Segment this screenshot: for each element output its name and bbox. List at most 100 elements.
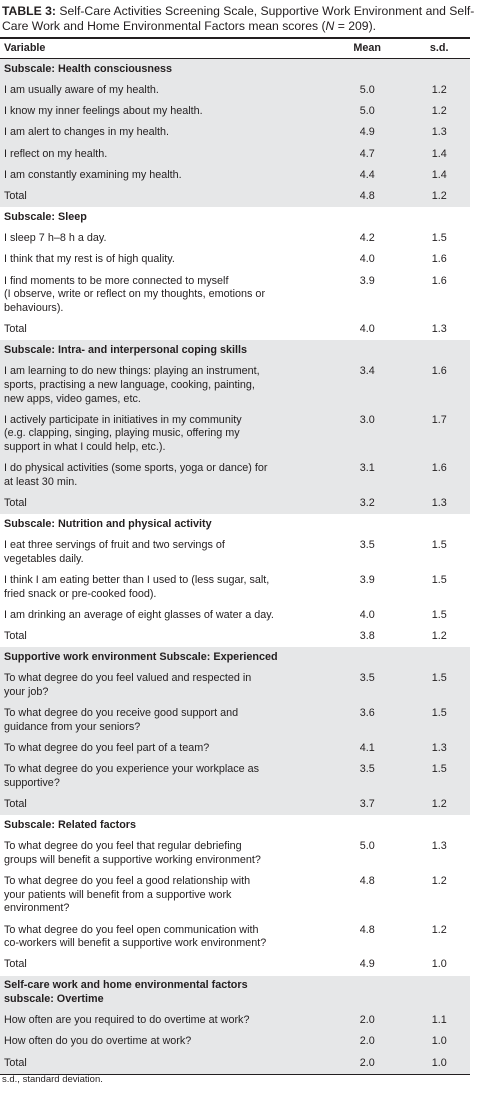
item-row: I am alert to changes in my health. 4.9 1.… [0, 122, 470, 144]
text-line: Subscale: Sleep [4, 211, 87, 224]
text-line: I am constantly examining my health. [4, 168, 182, 181]
text-line: Subscale: Nutrition and physical activit… [4, 518, 212, 531]
text-line: co-workers will benefit a supportive wor… [4, 937, 267, 950]
text-line: I think that my rest is of high quality. [4, 253, 175, 266]
text-line: I am usually aware of my health. [4, 83, 159, 96]
item-row: To what degree do you feel that regular … [0, 837, 470, 872]
section-heading-row: Subscale: Health consciousness [0, 58, 470, 81]
text-line: sports, practising a new language, cooki… [4, 379, 255, 392]
text-line: Subscale: Health consciousness [4, 62, 173, 75]
total-label: Total [4, 630, 27, 643]
section-heading: Subscale: Health consciousness [0, 58, 470, 81]
sd-cell: 1.3 [408, 738, 470, 760]
table-body: Subscale: Health consciousness I am usual… [0, 58, 470, 1075]
text-line: behaviours). [4, 301, 64, 314]
mean-cell: 3.8 [359, 630, 375, 643]
sd-cell: 1.3 [408, 493, 470, 515]
text-line: To what degree do you feel part of a tea… [4, 742, 210, 755]
item-row: I do physical activities (some sports, y… [0, 458, 470, 494]
total-row: Total 3.8 1.2 [0, 626, 470, 647]
item-row: To what degree do you experience your wo… [0, 759, 470, 795]
sd-cell: 1.0 [408, 1052, 470, 1075]
section-heading-row: Subscale: Intra- and interpersonal copin… [0, 340, 470, 362]
text-line: fried snack or pre-cooked food). [4, 587, 157, 600]
text-line: vegetables daily. [4, 552, 84, 565]
mean-cell: 3.2 [326, 493, 409, 515]
sd-cell: 1.2 [408, 80, 470, 102]
mean-cell: 3.6 [326, 703, 409, 739]
item-row: I am constantly examining my health. 4.4 1… [0, 164, 470, 187]
mean-cell: 3.5 [326, 668, 409, 704]
variable-cell: I am learning to do new things: playing … [0, 361, 326, 410]
mean-cell: 4.1 [326, 738, 409, 760]
sd-cell: 1.1 [408, 1010, 470, 1032]
mean-cell: 2.0 [326, 1031, 409, 1053]
mean-cell: 3.7 [326, 794, 409, 816]
text-line: I know my inner feelings about my health… [4, 105, 203, 118]
mean-cell: 3.0 [326, 410, 409, 459]
text-line: I sleep 7 h–8 h a day. [4, 232, 107, 245]
item-row: I am learning to do new things: playing … [0, 361, 470, 410]
text-line: guidance from your seniors? [4, 720, 141, 733]
sd-cell: 1.7 [408, 410, 470, 459]
sd-cell: 1.5 [431, 539, 447, 552]
mean-cell: 5.0 [326, 101, 409, 123]
item-row: To what degree do you feel open communic… [0, 920, 470, 955]
sd-cell: 1.4 [408, 143, 470, 165]
sd-cell: 1.2 [408, 101, 470, 123]
text-line: supportive? [4, 776, 60, 789]
sd-cell: 1.5 [408, 668, 470, 704]
section-heading: Subscale: Related factors [0, 815, 470, 836]
mean-cell: 3.5 [326, 759, 409, 795]
variable-cell: To what degree do you feel a good relati… [0, 871, 326, 919]
sd-cell: 1.3 [431, 840, 447, 853]
total-row: Total 4.9 1.0 [0, 955, 470, 976]
text-line: To what degree do you feel a good relati… [4, 875, 251, 888]
text-line: support in what I could help, etc.). [4, 440, 166, 453]
section-heading-row: Supportive work environment Subscale: Ex… [0, 647, 470, 669]
sd-cell: 1.5 [431, 608, 447, 621]
mean-cell: 2.0 [326, 1052, 409, 1075]
text-line: I am alert to changes in my health. [4, 126, 170, 139]
text-line: To what degree do you receive good suppo… [4, 707, 239, 720]
sd-cell: 1.2 [408, 186, 470, 208]
variable-cell: I actively participate in initiatives in… [0, 410, 326, 459]
mean-cell: 4.0 [359, 608, 375, 621]
text-line: new apps, video games, etc. [4, 392, 141, 405]
title-end: = 209). [334, 19, 377, 33]
header-cell: Mean [353, 42, 381, 54]
text-line: Supportive work environment Subscale: Ex… [4, 651, 278, 664]
variable-cell: How often do you do overtime at work? [0, 1031, 326, 1053]
title-n: N [325, 19, 335, 33]
text-line: Self-care work and home environmental fa… [4, 979, 248, 992]
section-heading: Self-care work and home environmental fa… [0, 975, 470, 1011]
item-row: How often are you required to do overtim… [0, 1010, 470, 1032]
text-line: I think I am eating better than I used t… [4, 574, 270, 587]
section-heading-row: Subscale: Sleep [0, 207, 470, 228]
variable-cell: How often are you required to do overtim… [0, 1010, 326, 1032]
text-line: (I observe, write or reflect on my thoug… [4, 288, 266, 301]
text-line: I do physical activities (some sports, y… [4, 462, 268, 475]
item-row: I think I am eating better than I used t… [0, 570, 470, 605]
mean-cell: 4.0 [359, 253, 375, 266]
mean-cell: 5.0 [359, 840, 375, 853]
mean-cell: 4.9 [326, 122, 409, 144]
sd-cell: 1.2 [431, 923, 447, 936]
text-line: subscale: Overtime [4, 993, 104, 1006]
text-line: your job? [4, 686, 49, 699]
section-heading-row: Self-care work and home environmental fa… [0, 975, 470, 1011]
variable-cell: I am drinking an average of eight glasse… [0, 605, 326, 626]
sd-cell: 1.2 [431, 875, 447, 888]
section-heading-row: Subscale: Nutrition and physical activit… [0, 514, 470, 535]
mean-cell: 2.0 [326, 1010, 409, 1032]
sd-cell: 1.3 [408, 122, 470, 144]
text-line: groups will benefit a supportive working… [4, 853, 261, 866]
total-label: Total [0, 1052, 326, 1075]
variable-cell: To what degree do you feel part of a tea… [0, 738, 326, 760]
total-row: Total 4.8 1.2 [0, 186, 470, 208]
mean-cell: 4.8 [359, 923, 375, 936]
variable-cell: I think I am eating better than I used t… [0, 570, 326, 605]
mean-cell: 4.8 [326, 186, 409, 208]
variable-cell: To what degree do you feel open communic… [0, 920, 326, 955]
section-heading: Subscale: Intra- and interpersonal copin… [0, 340, 470, 362]
